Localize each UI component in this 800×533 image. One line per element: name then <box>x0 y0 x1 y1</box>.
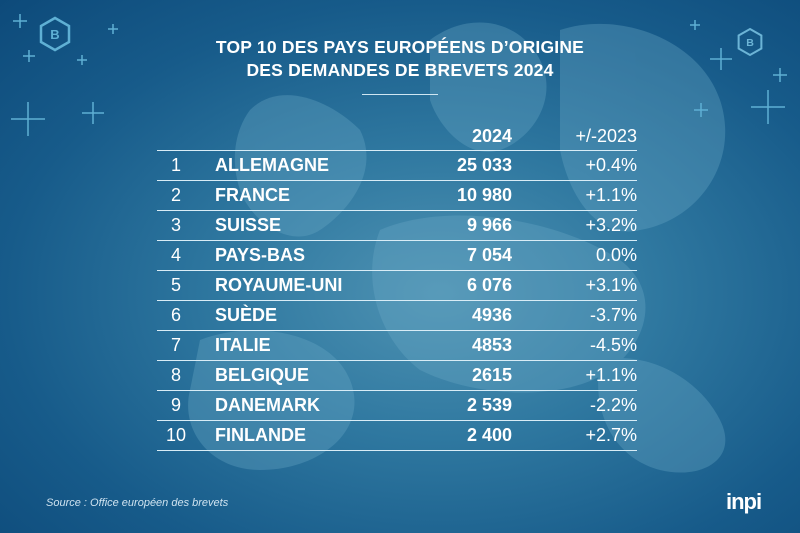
table-row: 1ALLEMAGNE25 033+0.4% <box>157 151 637 181</box>
table-row: 6SUÈDE4936-3.7% <box>157 301 637 331</box>
value-2024: 2 400 <box>362 421 512 451</box>
value-2024: 2 539 <box>362 391 512 421</box>
table-row: 8BELGIQUE2615+1.1% <box>157 361 637 391</box>
delta: +3.2% <box>512 211 637 241</box>
delta: +1.1% <box>512 181 637 211</box>
table-header-row: 2024 +/-2023 <box>157 122 637 151</box>
country: BELGIQUE <box>195 361 362 391</box>
country: DANEMARK <box>195 391 362 421</box>
rank: 9 <box>157 391 195 421</box>
country: PAYS-BAS <box>195 241 362 271</box>
table-row: 2FRANCE10 980+1.1% <box>157 181 637 211</box>
country: ALLEMAGNE <box>195 151 362 181</box>
table-row: 5ROYAUME-UNI6 076+3.1% <box>157 271 637 301</box>
delta: +0.4% <box>512 151 637 181</box>
chart-title: TOP 10 DES PAYS EUROPÉENS D’ORIGINE DES … <box>0 36 800 82</box>
header-2024: 2024 <box>362 122 512 151</box>
rank: 1 <box>157 151 195 181</box>
value-2024: 9 966 <box>362 211 512 241</box>
delta: -4.5% <box>512 331 637 361</box>
title-divider <box>362 94 438 95</box>
country: FINLANDE <box>195 421 362 451</box>
delta: +3.1% <box>512 271 637 301</box>
country: SUÈDE <box>195 301 362 331</box>
delta: -3.7% <box>512 301 637 331</box>
rank: 3 <box>157 211 195 241</box>
header-rank <box>157 122 195 151</box>
rank: 8 <box>157 361 195 391</box>
table-row: 9DANEMARK2 539-2.2% <box>157 391 637 421</box>
table-row: 4PAYS-BAS7 0540.0% <box>157 241 637 271</box>
rank: 10 <box>157 421 195 451</box>
value-2024: 2615 <box>362 361 512 391</box>
country: ROYAUME-UNI <box>195 271 362 301</box>
value-2024: 25 033 <box>362 151 512 181</box>
country: FRANCE <box>195 181 362 211</box>
table-row: 7ITALIE4853-4.5% <box>157 331 637 361</box>
inpi-logo: inpi <box>726 489 761 515</box>
header-delta-2023: +/-2023 <box>512 122 637 151</box>
value-2024: 10 980 <box>362 181 512 211</box>
value-2024: 7 054 <box>362 241 512 271</box>
rank: 2 <box>157 181 195 211</box>
value-2024: 4853 <box>362 331 512 361</box>
delta: +2.7% <box>512 421 637 451</box>
table-row: 10FINLANDE2 400+2.7% <box>157 421 637 451</box>
rank: 5 <box>157 271 195 301</box>
rank: 4 <box>157 241 195 271</box>
value-2024: 4936 <box>362 301 512 331</box>
delta: -2.2% <box>512 391 637 421</box>
country: ITALIE <box>195 331 362 361</box>
value-2024: 6 076 <box>362 271 512 301</box>
rank: 6 <box>157 301 195 331</box>
table-row: 3SUISSE9 966+3.2% <box>157 211 637 241</box>
patent-ranking-table: 2024 +/-2023 1ALLEMAGNE25 033+0.4% 2FRAN… <box>157 122 637 451</box>
source-note: Source : Office européen des brevets <box>46 497 228 509</box>
delta: +1.1% <box>512 361 637 391</box>
delta: 0.0% <box>512 241 637 271</box>
title-line-2: DES DEMANDES DE BREVETS 2024 <box>0 59 800 82</box>
country: SUISSE <box>195 211 362 241</box>
header-country <box>195 122 362 151</box>
rank: 7 <box>157 331 195 361</box>
title-line-1: TOP 10 DES PAYS EUROPÉENS D’ORIGINE <box>0 36 800 59</box>
